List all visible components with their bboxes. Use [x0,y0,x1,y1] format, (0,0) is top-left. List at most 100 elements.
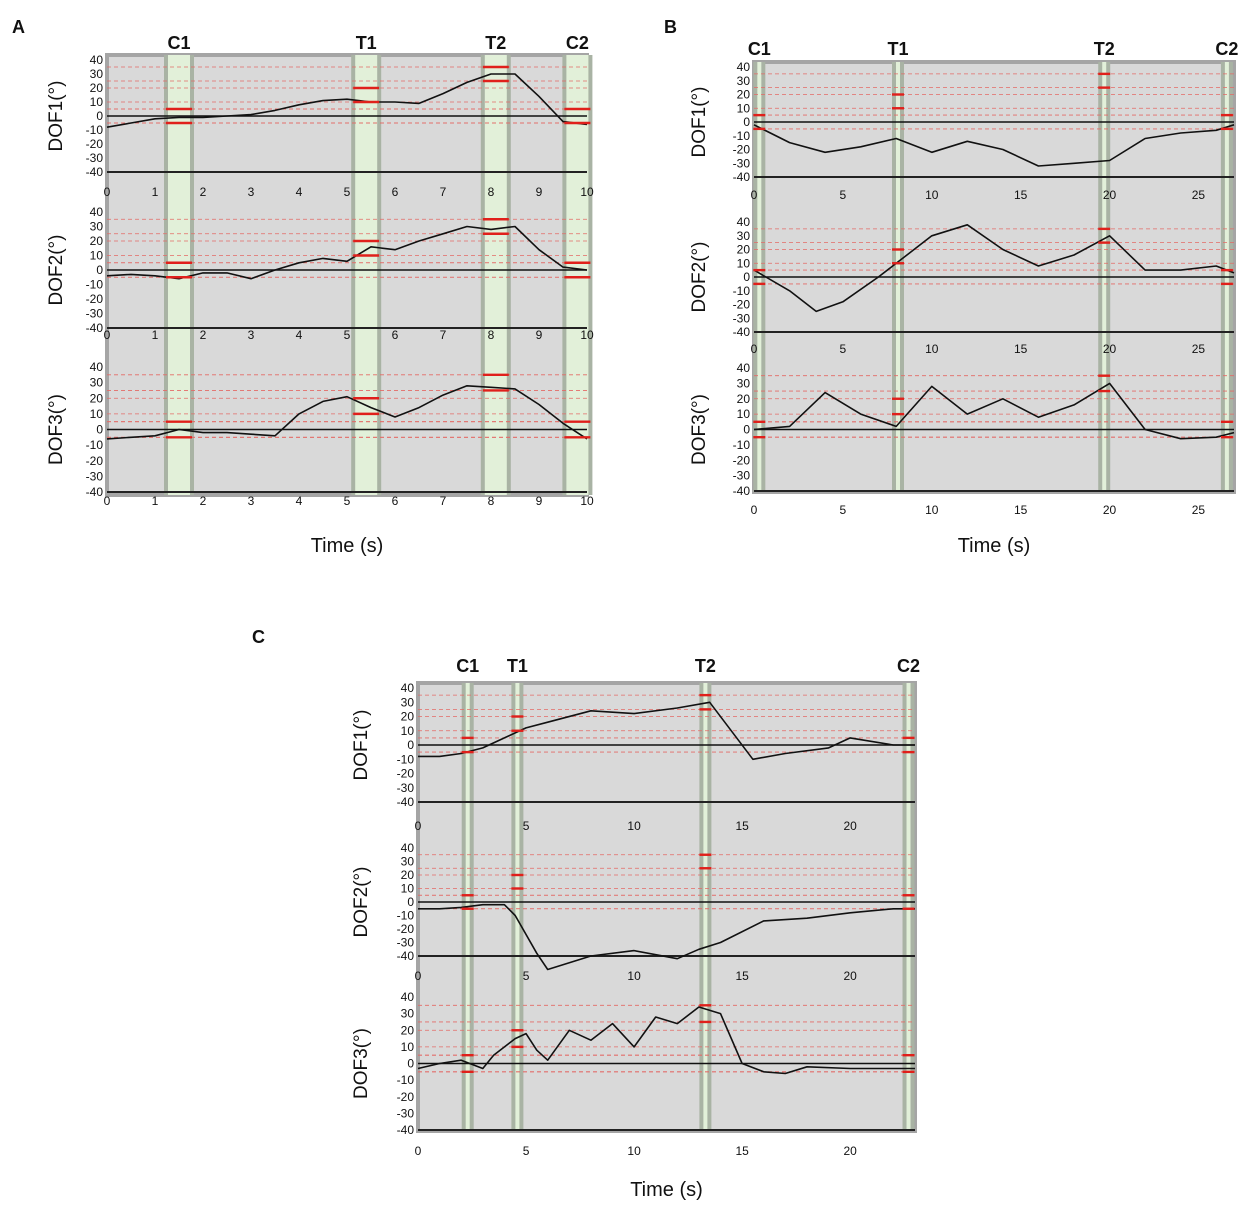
marker-label-T2: T2 [695,656,716,676]
y-tick-label: 20 [401,1023,415,1037]
x-tick-label: 10 [580,494,594,508]
x-tick-label: 0 [104,185,111,199]
y-tick-label: -40 [397,1123,415,1137]
x-tick-label: 0 [415,819,422,833]
x-tick-label: 15 [1014,503,1028,517]
marker-band-T2 [701,683,710,1131]
y-tick-label: 40 [401,990,415,1004]
x-tick-label: 25 [1192,503,1206,517]
y-tick-label: -20 [397,1090,415,1104]
x-tick-label: 1 [152,328,159,342]
y-tick-label: 20 [737,243,751,257]
x-tick-label: 15 [1014,342,1028,356]
y-tick-label: -30 [733,311,751,325]
data-trace [106,73,588,128]
x-tick-label: 15 [735,819,749,833]
marker-band-T1 [513,683,522,1131]
y-tick-label: -20 [86,137,104,151]
y-tick-label: -40 [86,485,104,499]
x-tick-label: 4 [296,494,303,508]
y-axis-label: DOF2(°) [689,242,710,313]
y-tick-label: -10 [397,1073,415,1087]
y-axis-label: DOF1(°) [46,81,67,152]
y-tick-label: 10 [737,407,751,421]
x-tick-label: 0 [104,494,111,508]
x-tick-label: 7 [440,328,447,342]
x-tick-label: 10 [925,503,939,517]
y-tick-label: 20 [737,392,751,406]
y-tick-label: 20 [401,868,415,882]
y-tick-label: 30 [737,229,751,243]
y-tick-label: -30 [733,469,751,483]
x-tick-label: 0 [415,1144,422,1158]
x-tick-label: 8 [488,494,495,508]
x-tick-label: 20 [1103,503,1117,517]
x-tick-label: 9 [536,494,543,508]
x-tick-label: 6 [392,185,399,199]
x-tick-label: 10 [627,819,641,833]
y-axis-label: DOF1(°) [351,710,372,781]
y-tick-label: 0 [96,109,103,123]
y-tick-label: -30 [733,156,751,170]
y-tick-label: 40 [737,361,751,375]
y-tick-label: 40 [90,205,104,219]
marker-label-T2: T2 [485,33,506,53]
y-tick-label: -40 [733,170,751,184]
x-tick-label: 10 [925,188,939,202]
y-tick-label: 30 [90,376,104,390]
x-tick-label: 20 [843,969,857,983]
x-axis-label: Time (s) [630,1179,703,1201]
y-tick-label: -30 [86,307,104,321]
x-tick-label: 15 [735,969,749,983]
y-tick-label: 10 [737,256,751,270]
subplot-3: 40 30 20 10 0 -10 -20 -30 -40 DOF3(°) 0 5 10 15 20 [351,990,915,1158]
panel-letter: C [252,627,265,647]
data-trace [753,124,1235,167]
x-tick-label: 10 [627,969,641,983]
data-trace [106,384,588,440]
x-axis-label: Time (s) [311,535,384,557]
x-tick-label: 2 [200,494,207,508]
y-tick-label: 0 [96,263,103,277]
y-tick-label: 10 [90,407,104,421]
marker-label-C1: C1 [748,39,771,59]
y-tick-label: 0 [407,738,414,752]
y-tick-label: -10 [397,909,415,923]
data-trace [753,382,1235,440]
y-tick-label: -20 [397,922,415,936]
y-tick-label: 30 [737,376,751,390]
x-tick-label: 20 [1103,342,1117,356]
y-tick-label: 20 [90,81,104,95]
data-trace [418,701,915,761]
y-tick-label: 30 [737,74,751,88]
y-tick-label: -40 [86,165,104,179]
y-tick-label: -40 [733,325,751,339]
y-tick-label: -20 [86,292,104,306]
x-tick-label: 4 [296,185,303,199]
x-tick-label: 3 [248,185,255,199]
y-tick-label: 10 [401,1040,415,1054]
x-tick-label: 0 [104,328,111,342]
y-tick-label: 40 [401,841,415,855]
x-tick-label: 2 [200,328,207,342]
y-tick-label: 0 [743,423,750,437]
y-tick-label: 0 [407,895,414,909]
y-tick-label: 0 [743,115,750,129]
y-tick-label: -10 [733,438,751,452]
x-tick-label: 1 [152,494,159,508]
y-tick-label: 40 [737,60,751,74]
x-tick-label: 6 [392,494,399,508]
y-tick-label: -40 [86,321,104,335]
x-tick-label: 5 [840,342,847,356]
y-tick-label: 10 [401,724,415,738]
x-tick-label: 7 [440,185,447,199]
x-tick-label: 10 [580,328,594,342]
